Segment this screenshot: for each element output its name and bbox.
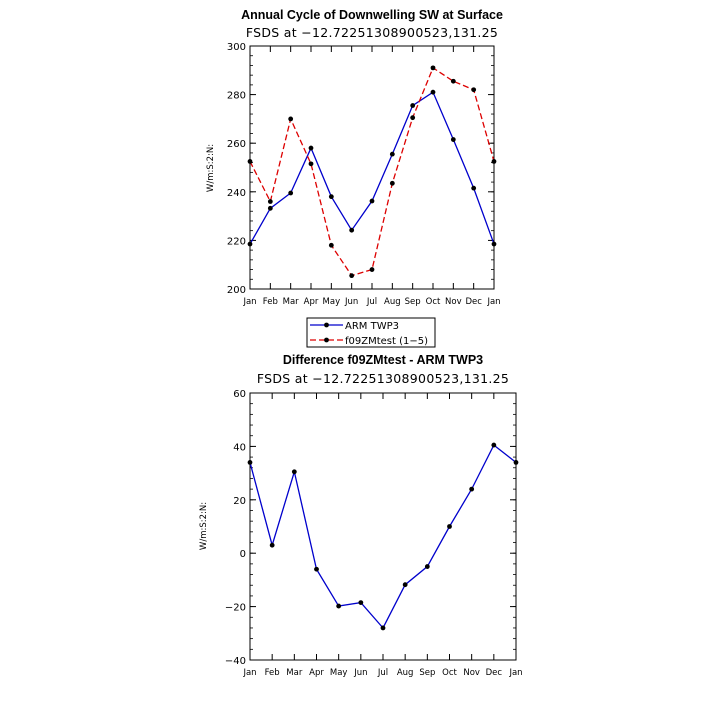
- bottom-series-0-point: [247, 460, 253, 465]
- top-series-1-point: [450, 78, 456, 84]
- top-series-1-point: [267, 199, 273, 204]
- legend-marker-model: [324, 337, 329, 343]
- bottom-xtick-label: Jan: [242, 668, 256, 678]
- top-xtick-label: Mar: [283, 297, 300, 307]
- bottom-ytick-label: 60: [233, 389, 246, 400]
- top-xtick-label: Aug: [384, 297, 401, 307]
- top-xtick-label: Feb: [263, 297, 278, 307]
- top-series-0-point: [491, 241, 497, 247]
- top-series-1-point: [288, 116, 294, 122]
- top-series-1-point: [389, 180, 395, 186]
- bottom-xtick-label: Aug: [397, 668, 414, 678]
- top-series-0-point: [471, 185, 477, 191]
- top-xtick-label: Sep: [405, 297, 421, 307]
- top-xtick-label: Jan: [486, 297, 500, 307]
- top-chart-subtitle: FSDS at −12.72251308900523,131.25: [246, 25, 498, 40]
- bottom-xtick-label: Dec: [486, 668, 503, 678]
- bottom-ytick-label: 40: [233, 442, 246, 453]
- top-xtick-label: Oct: [426, 297, 441, 307]
- top-xtick-label: Dec: [465, 297, 482, 307]
- top-ytick-label: 240: [227, 188, 246, 199]
- top-xtick-label: Jun: [344, 297, 358, 307]
- top-series-0-point: [389, 151, 395, 157]
- bottom-series-0-point: [424, 564, 430, 569]
- top-series-0-point: [369, 198, 375, 204]
- bottom-plot-frame: [249, 392, 517, 661]
- bottom-series-0-point: [513, 460, 519, 465]
- bottom-ytick-label: 0: [240, 549, 246, 560]
- legend-label-model: f09ZMtest (1−5): [345, 336, 428, 347]
- legend-label-arm: ARM TWP3: [345, 321, 399, 332]
- bottom-series-0-point: [402, 582, 408, 588]
- bottom-series-0-point: [447, 524, 452, 529]
- legend-box: [306, 317, 436, 348]
- bottom-series-0-point: [336, 603, 342, 609]
- bottom-series-0-point: [291, 469, 297, 475]
- bottom-chart-title: Difference f09ZMtest - ARM TWP3: [283, 353, 483, 367]
- bottom-xtick-label: Jun: [353, 668, 367, 678]
- top-series-1-point: [430, 65, 436, 71]
- top-series-1-point: [471, 87, 477, 93]
- bottom-ytick-label: −40: [225, 656, 246, 667]
- top-xtick-label: May: [323, 297, 341, 307]
- legend-marker-arm: [324, 322, 329, 328]
- top-chart-legend: ARM TWP3 f09ZMtest (1−5): [306, 317, 436, 348]
- top-series-1-point: [491, 159, 497, 164]
- bottom-series-0-point: [269, 542, 275, 548]
- top-series-line-0: [249, 91, 495, 245]
- bottom-series-0-point: [380, 625, 386, 631]
- bottom-xtick-label: Oct: [442, 668, 457, 678]
- bottom-chart-subtitle: FSDS at −12.72251308900523,131.25: [257, 371, 509, 386]
- top-ytick-label: 300: [227, 42, 246, 53]
- top-xtick-label: Jan: [242, 297, 256, 307]
- top-xtick-label: Nov: [445, 297, 462, 307]
- bottom-series-line-0: [249, 444, 517, 630]
- bottom-series-0-point: [491, 442, 497, 448]
- top-series-1-point: [410, 115, 416, 121]
- bottom-xtick-label: Apr: [309, 668, 324, 678]
- top-chart-ylabel: W/m:S:2:N:: [206, 144, 216, 192]
- top-ytick-label: 280: [227, 91, 246, 102]
- bottom-xtick-label: Mar: [286, 668, 303, 678]
- top-series-0-point: [349, 227, 355, 233]
- bottom-xtick-label: Feb: [265, 668, 280, 678]
- bottom-ytick-label: −20: [225, 603, 246, 614]
- bottom-xtick-label: Jan: [508, 668, 522, 678]
- bottom-xtick-label: May: [330, 668, 348, 678]
- top-ytick-label: 220: [227, 236, 246, 247]
- bottom-series-0-point: [358, 600, 364, 605]
- top-series-1-point: [328, 242, 334, 248]
- top-series-0-point: [267, 205, 273, 211]
- top-series-line-1: [249, 66, 495, 277]
- bottom-ytick-label: 20: [233, 496, 246, 507]
- top-series-0-point: [430, 89, 436, 95]
- bottom-xtick-label: Jul: [377, 668, 388, 678]
- bottom-xtick-label: Nov: [463, 668, 480, 678]
- bottom-series-0-point: [469, 486, 475, 492]
- top-series-1-point: [247, 159, 253, 164]
- top-series-0-point: [247, 241, 253, 247]
- top-series-0-point: [410, 103, 416, 108]
- top-xtick-label: Apr: [304, 297, 319, 307]
- top-series-0-point: [308, 145, 314, 151]
- top-series-1-point: [369, 267, 375, 272]
- annual-cycle-chart: Annual Cycle of Downwelling SW at Surfac…: [206, 8, 503, 348]
- top-ytick-label: 200: [227, 285, 246, 296]
- bottom-chart-ylabel: W/m:S:2:N:: [199, 502, 209, 550]
- bottom-series-0-point: [314, 566, 319, 572]
- top-xtick-label: Jul: [366, 297, 377, 307]
- top-series-1-point: [308, 161, 314, 167]
- top-series-0-point: [450, 137, 456, 142]
- difference-chart: Difference f09ZMtest - ARM TWP3 FSDS at …: [199, 353, 523, 678]
- top-ytick-label: 260: [227, 139, 246, 150]
- top-series-0-point: [328, 194, 334, 200]
- bottom-xtick-label: Sep: [419, 668, 435, 678]
- top-series-0-point: [288, 190, 294, 196]
- top-series-1-point: [349, 273, 355, 279]
- top-chart-title: Annual Cycle of Downwelling SW at Surfac…: [241, 8, 503, 22]
